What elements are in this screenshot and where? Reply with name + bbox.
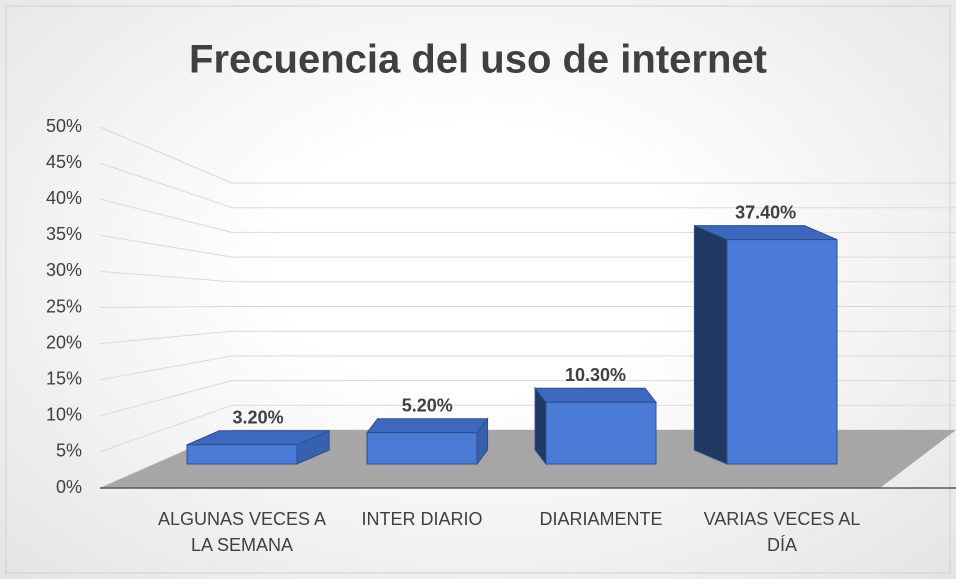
y-tick-label: 25% [46,296,82,316]
data-label: 10.30% [565,365,626,385]
grid-line [99,270,233,283]
data-label: 3.20% [233,408,284,428]
y-tick-label: 20% [46,332,82,352]
x-tick-label: VARIAS VECES AL DÍA [703,509,861,555]
chart-border [5,5,951,574]
data-label: 5.20% [402,396,453,416]
bar-front [545,401,657,465]
bar-front [726,239,838,465]
grid-line [99,162,233,209]
bar-top [534,387,658,403]
y-tick-label: 40% [46,188,82,208]
y-tick-label: 0% [56,477,82,497]
y-tick-label: 30% [46,260,82,280]
grid-line [99,355,233,381]
bar [365,417,489,466]
bar-side [693,224,728,465]
grid-line [99,404,233,453]
bar-front [186,444,298,465]
bar-front [366,432,478,465]
grid-line [99,234,233,258]
y-tick-label: 10% [46,405,82,425]
bar [693,224,838,465]
x-tick-label: INTER DIARIO [361,509,483,529]
grid-line [99,198,233,233]
grid-line [99,380,233,417]
bar [534,386,658,466]
x-tick-label: ALGUNAS VECES A LA SEMANA [157,509,327,555]
grid-line [99,306,233,308]
bar [186,430,330,465]
y-tick-label: 45% [46,152,82,172]
y-tick-label: 35% [46,224,82,244]
y-tick-label: 5% [56,441,82,461]
data-label: 37.40% [735,202,796,222]
chart-title: Frecuencia del uso de internet [189,38,767,82]
bar-top [365,418,489,434]
y-tick-label: 50% [46,116,82,136]
grid-line [99,126,233,184]
x-tick-label: DIARIAMENTE [539,509,663,529]
y-tick-label: 15% [46,368,82,388]
grid-line [99,330,233,345]
